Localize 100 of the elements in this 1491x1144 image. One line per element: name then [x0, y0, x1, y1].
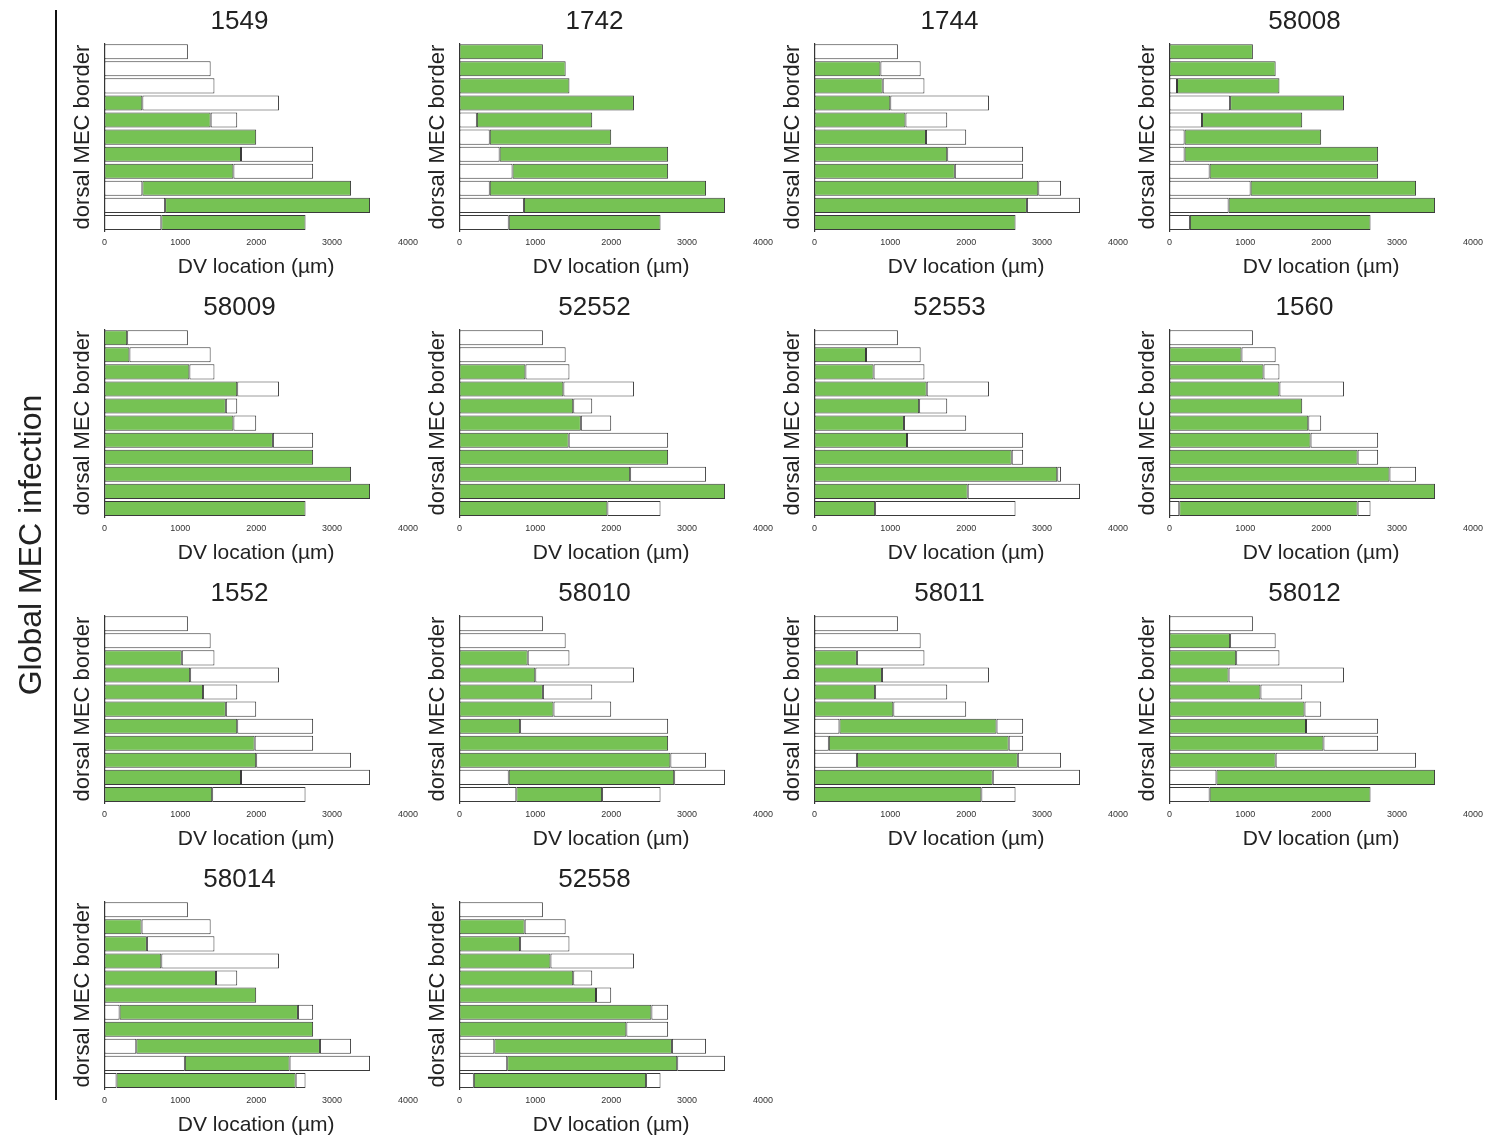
x-tick-label: 2000: [246, 236, 267, 247]
x-tick-label: 2000: [956, 808, 977, 819]
x-tick-label: 3000: [322, 522, 343, 533]
x-tick-label: 2000: [1311, 808, 1332, 819]
x-tick-label: 2000: [246, 522, 267, 533]
x-tick-label: 3000: [322, 808, 343, 819]
x-axis-title: DV location (µm): [887, 254, 1045, 278]
x-tick-label: 3000: [1387, 236, 1408, 247]
chart-title: 52552: [558, 290, 631, 321]
chart-title: 58009: [203, 290, 276, 321]
x-tick-label: 1000: [880, 236, 901, 247]
x-axis-title: DV location (µm): [532, 540, 690, 564]
x-tick-label: 0: [456, 808, 462, 819]
chart-title: 1549: [210, 4, 269, 35]
x-axis-title: DV location (µm): [887, 826, 1045, 850]
x-tick-label: 4000: [397, 1094, 418, 1105]
x-tick-label: 2000: [246, 1094, 267, 1105]
x-tick-label: 3000: [1387, 808, 1408, 819]
x-tick-label: 0: [456, 236, 462, 247]
x-tick-label: 4000: [1107, 808, 1128, 819]
x-tick-label: 4000: [397, 808, 418, 819]
x-tick-label: 0: [101, 1094, 107, 1105]
x-tick-label: 1000: [525, 236, 546, 247]
x-tick-label: 0: [1166, 522, 1172, 533]
x-tick-label: 4000: [1107, 236, 1128, 247]
x-tick-label: 1000: [170, 522, 191, 533]
x-tick-label: 2000: [601, 1094, 622, 1105]
chart-title: 1744: [920, 4, 979, 35]
text: Global MEC infection: [12, 393, 48, 698]
y-axis-title: dorsal MEC border: [1134, 616, 1160, 802]
y-axis-title: dorsal MEC border: [69, 44, 95, 230]
y-axis-title: dorsal MEC border: [1134, 330, 1160, 516]
x-tick-label: 1000: [525, 522, 546, 533]
y-axis-title: dorsal MEC border: [69, 902, 95, 1088]
x-tick-label: 0: [811, 808, 817, 819]
x-tick-label: 4000: [752, 1094, 773, 1105]
x-tick-label: 1000: [880, 808, 901, 819]
y-axis-title: dorsal MEC border: [424, 616, 450, 802]
x-tick-label: 2000: [1311, 522, 1332, 533]
x-tick-label: 4000: [752, 522, 773, 533]
x-tick-label: 3000: [1032, 236, 1053, 247]
x-tick-label: 1000: [1235, 522, 1256, 533]
x-tick-label: 2000: [601, 522, 622, 533]
chart-title: 52558: [558, 862, 631, 893]
x-tick-label: 3000: [677, 808, 698, 819]
chart-title: 1742: [565, 4, 624, 35]
x-axis-title: DV location (µm): [177, 826, 335, 850]
x-tick-label: 0: [1166, 236, 1172, 247]
x-tick-label: 3000: [677, 236, 698, 247]
x-axis-title: DV location (µm): [177, 540, 335, 564]
x-tick-label: 0: [456, 522, 462, 533]
y-axis-title: dorsal MEC border: [424, 902, 450, 1088]
x-axis-title: DV location (µm): [887, 540, 1045, 564]
x-tick-label: 0: [101, 522, 107, 533]
x-tick-label: 1000: [170, 1094, 191, 1105]
x-tick-label: 1000: [1235, 808, 1256, 819]
y-axis-title: dorsal MEC border: [424, 44, 450, 230]
x-tick-label: 0: [101, 808, 107, 819]
x-tick-label: 0: [1166, 808, 1172, 819]
x-tick-label: 4000: [1462, 236, 1483, 247]
chart-title: 58014: [203, 862, 276, 893]
chart-title: 58011: [914, 576, 985, 607]
x-tick-label: 0: [456, 1094, 462, 1105]
x-axis-title: DV location (µm): [1242, 540, 1400, 564]
y-axis-title: dorsal MEC border: [69, 616, 95, 802]
x-axis-title: DV location (µm): [1242, 254, 1400, 278]
x-tick-label: 1000: [880, 522, 901, 533]
x-tick-label: 4000: [1107, 522, 1128, 533]
x-tick-label: 2000: [1311, 236, 1332, 247]
x-tick-label: 4000: [397, 522, 418, 533]
x-tick-label: 1000: [170, 236, 191, 247]
x-tick-label: 3000: [1032, 522, 1053, 533]
x-axis-title: DV location (µm): [532, 1112, 690, 1136]
x-tick-label: 2000: [246, 808, 267, 819]
x-axis-title: DV location (µm): [177, 1112, 335, 1136]
chart-title: 58010: [558, 576, 631, 607]
y-axis-title: dorsal MEC border: [779, 330, 805, 516]
x-tick-label: 4000: [1462, 522, 1483, 533]
y-axis-title: dorsal MEC border: [1134, 44, 1160, 230]
x-axis-title: DV location (µm): [1242, 826, 1400, 850]
x-tick-label: 2000: [956, 236, 977, 247]
x-tick-label: 4000: [397, 236, 418, 247]
x-tick-label: 3000: [677, 522, 698, 533]
x-tick-label: 3000: [1032, 808, 1053, 819]
x-tick-label: 4000: [752, 236, 773, 247]
x-tick-label: 1000: [1235, 236, 1256, 247]
chart-title: 58012: [1268, 576, 1341, 607]
x-tick-label: 0: [811, 522, 817, 533]
x-axis-title: DV location (µm): [532, 826, 690, 850]
x-tick-label: 1000: [525, 808, 546, 819]
x-axis-title: DV location (µm): [532, 254, 690, 278]
y-axis-title: dorsal MEC border: [424, 330, 450, 516]
chart-title: 58008: [1268, 4, 1341, 35]
x-tick-label: 1000: [170, 808, 191, 819]
x-tick-label: 4000: [1462, 808, 1483, 819]
x-tick-label: 3000: [677, 1094, 698, 1105]
chart-title: 1552: [210, 576, 269, 607]
x-axis-title: DV location (µm): [177, 254, 335, 278]
x-tick-label: 3000: [322, 236, 343, 247]
chart-title: 52553: [913, 290, 986, 321]
